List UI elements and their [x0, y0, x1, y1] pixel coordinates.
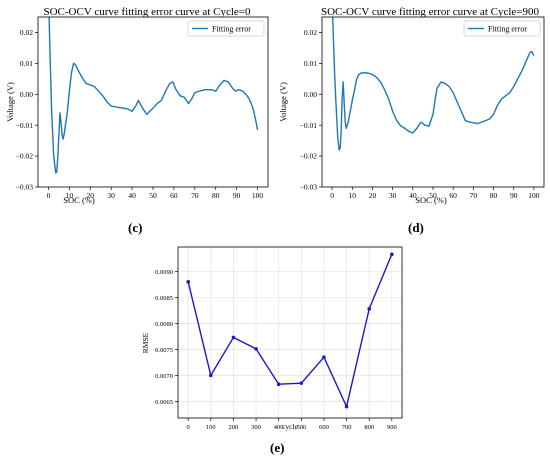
x-tick-label: 700 — [342, 424, 352, 431]
y-axis-label: Voltage (V) — [5, 82, 15, 122]
y-axis-label: Voltage (V) — [278, 82, 288, 122]
data-point — [299, 381, 304, 385]
panel-label-d: (d) — [408, 220, 424, 235]
x-tick-label: 100 — [528, 191, 540, 200]
x-tick-label: 0 — [47, 191, 51, 200]
y-tick-label: 0.0090 — [155, 269, 173, 276]
x-tick-label: 600 — [319, 424, 329, 431]
y-tick-label: 0.0070 — [155, 373, 173, 380]
data-point — [209, 373, 213, 378]
panel-label-c: (c) — [128, 220, 143, 235]
chart-soc-ocv-cycle0: SOC-OCV curve fitting error curve at Cyc… — [5, 6, 269, 205]
x-axis-label: SOC (%) — [415, 195, 447, 205]
series-line — [187, 254, 393, 408]
y-tick-label: 0.0075 — [155, 347, 173, 354]
data-point — [344, 404, 349, 409]
y-tick-label: 0.01 — [20, 59, 33, 68]
legend-box — [463, 20, 541, 37]
x-tick-label: 10 — [349, 191, 357, 200]
x-tick-label: 100 — [206, 424, 216, 431]
x-tick-label: 90 — [233, 191, 241, 200]
x-tick-label: 70 — [191, 191, 199, 200]
data-point — [367, 307, 371, 311]
x-axis-label: SOC (%) — [63, 195, 95, 205]
x-tick-label: 60 — [449, 191, 457, 200]
x-tick-label: 20 — [87, 191, 95, 200]
data-point — [276, 382, 281, 387]
x-axis-label: cycle — [282, 422, 298, 431]
x-tick-label: 80 — [212, 191, 220, 200]
plot-area: 0 10 20 30 40 50 60 70 80 90 100 −0.03 −0.02 −0.01 0.0… — [16, 16, 269, 200]
plot-frame — [321, 16, 545, 188]
x-tick-label: 80 — [490, 191, 498, 200]
plot-frame — [177, 246, 403, 419]
x-tick-label: 400 — [274, 424, 284, 431]
y-tick-label: 0.01 — [304, 59, 317, 68]
y-tick-label: 0.0085 — [155, 295, 173, 302]
y-tick-label: −0.03 — [16, 183, 34, 192]
x-tick-label: 20 — [369, 191, 377, 200]
plot-area: 0 100 200 300 400 500 600 700 800 900 0.0065 0.0070… — [155, 246, 403, 431]
x-tick-label: 90 — [510, 191, 518, 200]
x-tick-label: 0 — [330, 191, 334, 200]
chart-rmse-vs-cycle: 0 100 200 300 400 500 600 700 800 900 0.0065 0.0070… — [141, 246, 403, 431]
y-tick-label: −0.02 — [16, 152, 34, 161]
x-tick-label: 900 — [387, 424, 397, 431]
y-tick-label: 0.0080 — [155, 321, 173, 328]
data-point — [390, 252, 394, 257]
x-tick-label: 100 — [252, 191, 264, 200]
y-tick-label: 0.0065 — [155, 399, 173, 406]
y-axis-label: RMSE — [141, 332, 150, 353]
y-tick-label: −0.01 — [16, 121, 34, 130]
x-tick-label: 30 — [107, 191, 115, 200]
x-tick-label: 800 — [364, 424, 374, 431]
y-tick-label: −0.02 — [300, 152, 318, 161]
x-tick-label: 300 — [251, 424, 261, 431]
plot-frame — [37, 16, 269, 188]
data-point — [254, 347, 258, 351]
y-tick-label: −0.03 — [300, 183, 318, 192]
chart-title: SOC-OCV curve fitting error curve at Cyc… — [321, 6, 540, 18]
legend-label: Fitting error — [212, 25, 251, 34]
series-line — [48, 17, 259, 174]
x-tick-label: 10 — [66, 191, 74, 200]
legend-box — [187, 20, 265, 37]
chart-title: SOC-OCV curve fitting error curve at Cyc… — [43, 6, 251, 18]
plot-area: 0 10 20 30 40 50 60 70 80 90 100 −0.03 −0.02 −0.01 0.0… — [300, 16, 545, 200]
x-tick-label: 50 — [429, 191, 437, 200]
y-tick-label: −0.01 — [300, 121, 318, 130]
x-tick-label: 0 — [187, 424, 190, 431]
y-tick-label: 0.02 — [304, 28, 317, 37]
x-tick-label: 30 — [389, 191, 397, 200]
x-tick-label: 70 — [470, 191, 478, 200]
x-tick-label: 40 — [409, 191, 417, 200]
x-tick-label: 50 — [149, 191, 157, 200]
y-tick-label: 0.00 — [20, 90, 33, 99]
legend-label: Fitting error — [488, 25, 527, 34]
x-tick-label: 200 — [229, 424, 239, 431]
data-point — [322, 355, 326, 359]
x-tick-label: 40 — [128, 191, 136, 200]
y-tick-label: 0.00 — [304, 90, 317, 99]
chart-soc-ocv-cycle900: SOC-OCV curve fitting error curve at Cyc… — [278, 6, 545, 205]
panel-label-e: (e) — [270, 440, 285, 455]
y-tick-label: 0.02 — [20, 28, 33, 37]
x-tick-label: 60 — [170, 191, 178, 200]
data-point — [231, 335, 236, 340]
series-line — [332, 17, 535, 151]
data-point — [186, 280, 190, 284]
x-tick-label: 500 — [296, 424, 306, 431]
